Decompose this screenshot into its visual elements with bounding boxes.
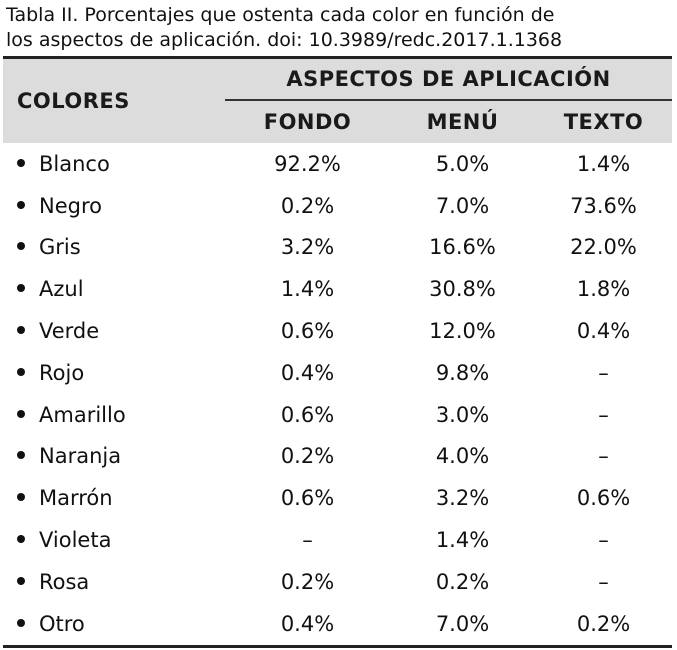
bullet-icon <box>17 409 25 418</box>
texto-cell: 22.0% <box>570 235 637 260</box>
bullet-icon <box>17 200 25 209</box>
bullet-icon <box>17 618 25 627</box>
header-menu: MENÚ <box>390 100 535 143</box>
texto-cell: 1.4% <box>576 151 631 176</box>
color-name-cell: Marrón <box>3 477 225 519</box>
color-name: Otro <box>39 611 85 636</box>
table-row: Violeta – 1.4% – <box>3 519 672 561</box>
table-row: Rosa 0.2% 0.2% – <box>3 561 672 603</box>
header-row-sub: FONDO MENÚ TEXTO <box>3 100 673 143</box>
table-row: Azul 1.4% 30.8% 1.8% <box>3 268 672 310</box>
fondo-cell: 3.2% <box>280 235 335 260</box>
color-name: Gris <box>39 235 81 260</box>
texto-cell: 0.4% <box>576 319 631 344</box>
header-aspectos-group: ASPECTOS DE APLICACIÓN <box>225 56 673 101</box>
menu-cell: 16.6% <box>429 235 496 260</box>
table-row: Blanco 92.2% 5.0% 1.4% <box>3 143 672 185</box>
fondo-cell: 0.6% <box>280 402 335 427</box>
color-name: Rojo <box>39 360 85 385</box>
color-name: Negro <box>39 193 102 218</box>
menu-cell: 5.0% <box>435 151 490 176</box>
color-name-cell: Naranja <box>3 436 225 478</box>
texto-cell: 1.8% <box>576 277 631 302</box>
table-row: Naranja 0.2% 4.0% – <box>3 436 672 478</box>
bullet-icon <box>17 576 25 585</box>
table-row: Otro 0.4% 7.0% 0.2% <box>3 602 673 648</box>
color-name-cell: Azul <box>3 268 225 310</box>
color-percentages-table: COLORES ASPECTOS DE APLICACIÓN FONDO MEN… <box>3 56 673 648</box>
table-caption: Tabla II. Porcentajes que ostenta cada c… <box>6 3 666 53</box>
bullet-icon <box>17 242 25 251</box>
menu-cell: 4.0% <box>435 444 490 469</box>
texto-cell: 0.2% <box>535 602 673 648</box>
table-row: Gris 3.2% 16.6% 22.0% <box>3 227 672 269</box>
color-name: Rosa <box>39 569 90 594</box>
menu-cell: 9.8% <box>435 360 490 385</box>
color-name: Violeta <box>39 528 112 553</box>
texto-cell: – <box>598 444 609 469</box>
table-row: Negro 0.2% 7.0% 73.6% <box>3 185 672 227</box>
color-name-cell: Otro <box>3 602 225 648</box>
bullet-icon <box>17 451 25 460</box>
table-body: Blanco 92.2% 5.0% 1.4% Negro 0.2% 7.0% 7… <box>3 143 673 648</box>
texto-cell: – <box>598 569 609 594</box>
color-name: Verde <box>39 319 100 344</box>
caption-line-2: los aspectos de aplicación. doi: 10.3989… <box>6 29 563 51</box>
table-row: Verde 0.6% 12.0% 0.4% <box>3 310 672 352</box>
fondo-cell: 0.6% <box>280 486 335 511</box>
table-row: Rojo 0.4% 9.8% – <box>3 352 672 394</box>
color-name-cell: Rojo <box>3 352 225 394</box>
texto-cell: – <box>598 528 609 553</box>
color-name: Naranja <box>39 444 122 469</box>
bullet-icon <box>17 284 25 293</box>
fondo-cell: 0.2% <box>280 569 335 594</box>
bullet-icon <box>17 493 25 502</box>
menu-cell: 7.0% <box>435 193 490 218</box>
fondo-cell: 1.4% <box>280 277 335 302</box>
fondo-cell: 0.4% <box>280 360 335 385</box>
table-header: COLORES ASPECTOS DE APLICACIÓN FONDO MEN… <box>3 56 673 143</box>
fondo-cell: – <box>302 528 313 553</box>
color-name-cell: Verde <box>3 310 225 352</box>
fondo-cell: 0.6% <box>280 319 335 344</box>
color-name-cell: Rosa <box>3 561 225 603</box>
color-name-cell: Blanco <box>3 143 225 185</box>
menu-cell: 7.0% <box>390 602 535 648</box>
header-fondo: FONDO <box>225 100 390 143</box>
color-name: Marrón <box>39 486 113 511</box>
menu-cell: 12.0% <box>429 319 496 344</box>
bullet-icon <box>17 367 25 376</box>
caption-line-1: Tabla II. Porcentajes que ostenta cada c… <box>6 4 555 26</box>
menu-cell: 3.0% <box>435 402 490 427</box>
header-row-top: COLORES ASPECTOS DE APLICACIÓN <box>3 56 673 143</box>
menu-cell: 0.2% <box>435 569 490 594</box>
table-row: Amarillo 0.6% 3.0% – <box>3 394 672 436</box>
bullet-icon <box>17 535 25 544</box>
fondo-cell: 92.2% <box>274 151 341 176</box>
texto-cell: – <box>598 360 609 385</box>
data-table-container: COLORES ASPECTOS DE APLICACIÓN FONDO MEN… <box>3 56 673 648</box>
menu-cell: 1.4% <box>435 528 490 553</box>
header-colores: COLORES <box>3 56 225 143</box>
table-row: Marrón 0.6% 3.2% 0.6% <box>3 477 672 519</box>
color-name: Azul <box>39 277 84 302</box>
color-name-cell: Violeta <box>3 519 225 561</box>
fondo-cell: 0.4% <box>225 602 390 648</box>
color-name-cell: Negro <box>3 185 225 227</box>
color-name: Blanco <box>39 151 110 176</box>
bullet-icon <box>17 158 25 167</box>
menu-cell: 30.8% <box>429 277 496 302</box>
header-texto: TEXTO <box>535 100 673 143</box>
menu-cell: 3.2% <box>435 486 490 511</box>
color-name-cell: Gris <box>3 227 225 269</box>
color-name: Amarillo <box>39 402 126 427</box>
texto-cell: – <box>598 402 609 427</box>
color-name-cell: Amarillo <box>3 394 225 436</box>
fondo-cell: 0.2% <box>280 193 335 218</box>
texto-cell: 0.6% <box>576 486 631 511</box>
fondo-cell: 0.2% <box>280 444 335 469</box>
bullet-icon <box>17 326 25 335</box>
texto-cell: 73.6% <box>570 193 637 218</box>
